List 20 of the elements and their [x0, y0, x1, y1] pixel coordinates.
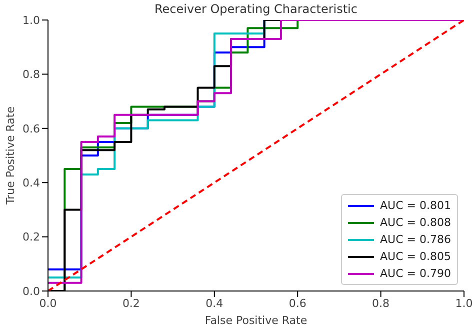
x-tick-label: 0.0 — [39, 296, 57, 310]
y-axis-title: True Positive Rate — [4, 106, 17, 206]
legend-label: AUC = 0.790 — [380, 267, 451, 280]
y-tick-label: 1.0 — [22, 14, 40, 27]
x-axis-title: False Positive Rate — [204, 314, 308, 327]
y-tick-label: 0.6 — [22, 122, 40, 136]
legend-label: AUC = 0.801 — [380, 199, 451, 212]
legend-label: AUC = 0.786 — [380, 233, 451, 246]
x-tick-label: 0.4 — [206, 296, 224, 310]
chart-title: Receiver Operating Characteristic — [153, 2, 358, 16]
x-tick-label: 1.0 — [455, 296, 473, 310]
y-tick-label: 0.4 — [22, 176, 40, 190]
x-tick-label: 0.8 — [372, 296, 390, 310]
x-tick-label: 0.2 — [122, 296, 140, 310]
y-tick-label: 0.2 — [22, 230, 40, 244]
x-tick-label: 0.6 — [288, 296, 306, 310]
y-tick-label: 0.8 — [22, 68, 40, 82]
legend-label: AUC = 0.808 — [380, 216, 451, 229]
legend-label: AUC = 0.805 — [380, 250, 451, 263]
y-tick-label: 0.0 — [22, 284, 40, 298]
